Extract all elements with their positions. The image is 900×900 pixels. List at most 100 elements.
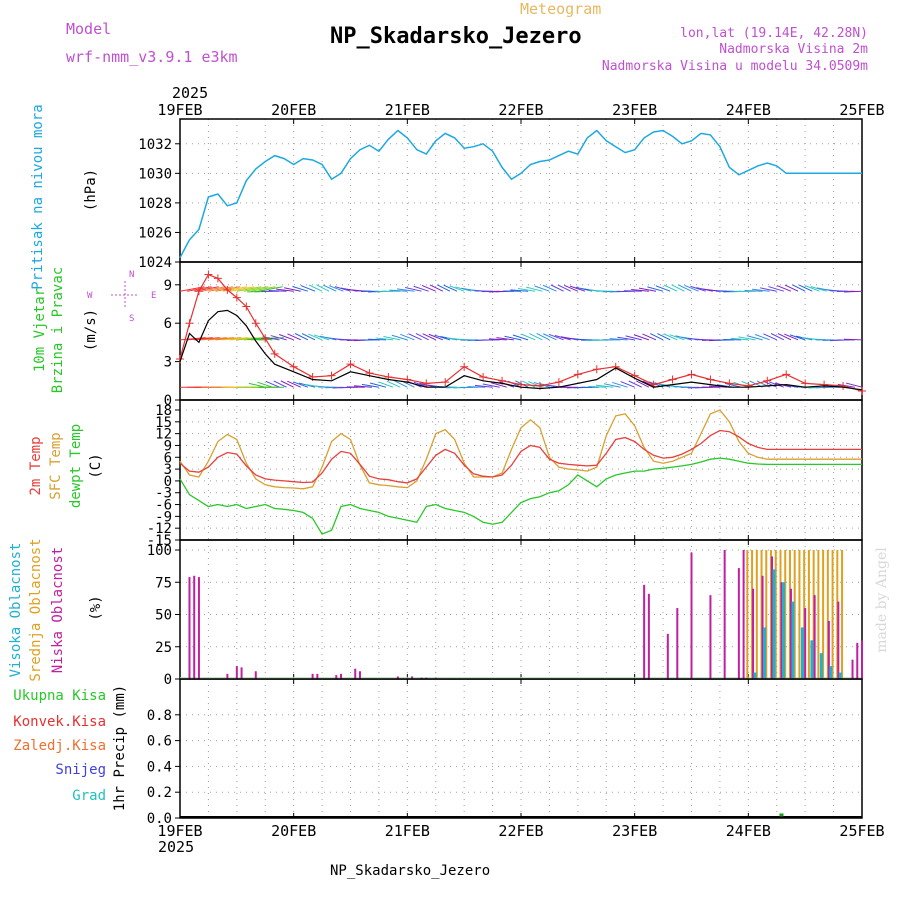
wind-arrow	[529, 333, 543, 341]
gust-marker	[839, 381, 848, 390]
wind-arrow	[391, 334, 408, 341]
precip-legend-item: Snijeg	[55, 762, 106, 778]
panel-frame	[179, 261, 863, 401]
temp-ylabel: (C)	[88, 453, 104, 478]
wind-arrow	[730, 337, 749, 341]
wind-arrow	[784, 333, 799, 341]
wind-arrow	[300, 285, 316, 292]
wind-arrow	[784, 284, 799, 292]
watermark: made by Angel	[874, 547, 890, 653]
wind-arrow	[769, 381, 785, 388]
cloud-bar	[235, 666, 238, 679]
cloud-bar	[254, 671, 257, 679]
wind-arrow	[752, 288, 770, 292]
y-tick-label: 6	[164, 316, 172, 332]
wind-arrow	[293, 381, 309, 388]
cloud-bar	[755, 550, 758, 679]
wind-arrow	[313, 334, 330, 341]
cloud-bar	[647, 593, 650, 679]
footer-station: NP_Skadarsko_Jezero	[330, 863, 490, 879]
day-label-bottom: 25FEB	[839, 822, 884, 840]
wind-arrow	[617, 336, 635, 341]
wind-arrow	[543, 333, 557, 341]
model-elevation-text: Nadmorska Visina u modelu 34.0509m	[602, 59, 868, 74]
panel-cloud: 0 25 50 75 100	[147, 539, 863, 688]
wind-arrow	[526, 286, 543, 292]
wind-arrow	[612, 381, 628, 388]
wind-arrow	[482, 383, 500, 388]
gust-marker	[801, 379, 810, 388]
compass-n: N	[129, 270, 134, 280]
wind-arrow	[678, 284, 692, 292]
wind-arrow	[628, 380, 642, 388]
wind-arrow	[638, 287, 657, 292]
cloud-bar	[311, 673, 314, 679]
model-label: Model	[66, 20, 111, 38]
y-tick-label: 50	[155, 608, 172, 624]
y-tick-label: 0.2	[147, 785, 172, 801]
cloud-bar	[723, 550, 726, 679]
day-label-top: 25FEB	[839, 101, 884, 119]
wind-arrow	[354, 385, 372, 388]
wind-arrow	[515, 380, 529, 388]
wind-arrow	[467, 386, 486, 388]
wind-arrow	[369, 382, 387, 388]
cloud-bar	[827, 620, 830, 679]
wind-arrow	[549, 333, 564, 341]
gust-marker	[223, 285, 232, 294]
wind-arrow	[777, 333, 792, 341]
wind-arrow	[273, 380, 287, 388]
precip-legend-item: Zaledj.Kisa	[13, 738, 106, 754]
wind-arrow	[201, 286, 226, 292]
gust-marker	[185, 319, 194, 328]
wind-arrow	[474, 384, 493, 388]
high-cloud-label: Visoka Oblacnost	[8, 543, 24, 678]
cloud-bar	[856, 642, 859, 679]
wind-arrow	[322, 284, 337, 292]
wind-arrow	[744, 289, 763, 292]
wind-arrow	[194, 286, 219, 292]
cloud-bar	[690, 552, 693, 679]
wind-arrow	[428, 333, 444, 341]
y-tick-label: 9	[164, 278, 172, 294]
y-tick-label: 1030	[138, 166, 172, 182]
wind-arrow	[609, 338, 628, 341]
cloud-bar	[829, 666, 833, 679]
compass-s: S	[129, 314, 134, 324]
year-top: 2025	[172, 84, 208, 102]
wind-arrow	[663, 284, 678, 292]
panel-frame	[179, 678, 863, 819]
y-tick-label: 15	[155, 415, 172, 431]
wind-arrow	[754, 334, 770, 341]
y-tick-label: 0	[164, 672, 172, 688]
cloud-bar	[765, 550, 768, 679]
wind-arrow	[201, 337, 227, 341]
low-cloud-label: Niska Oblacnost	[50, 547, 66, 673]
y-tick-label: 12	[155, 427, 172, 443]
wind-title-1: 10m Vjetar	[32, 288, 48, 372]
y-tick-label: 0.0	[147, 811, 172, 827]
cloud-bar	[354, 668, 357, 679]
wind-arrow	[361, 383, 379, 388]
cloud-bar	[838, 672, 842, 679]
wind-arrow	[443, 284, 458, 292]
wind-arrow	[663, 333, 678, 341]
wind-speed-line	[179, 309, 863, 391]
wind-arrow	[386, 380, 401, 388]
wind-ylabel: (m/s)	[83, 309, 99, 351]
gust-marker	[176, 355, 184, 364]
temp-line-2	[179, 457, 862, 535]
day-label-top: 23FEB	[612, 101, 657, 119]
cloud-bar	[861, 640, 863, 679]
cloud-bar	[774, 550, 777, 679]
gust-marker	[706, 375, 715, 384]
wind-arrow	[738, 336, 756, 341]
wind-arrow	[759, 287, 777, 292]
wind-arrow	[280, 380, 294, 388]
y-tick-label: -9	[155, 509, 172, 525]
wind-arrow	[684, 285, 699, 292]
meteogram-title: Meteogram	[520, 0, 601, 18]
cloud-bar	[837, 601, 840, 679]
t2m-label: 2m Temp	[28, 436, 44, 495]
wind-arrow	[550, 284, 564, 292]
